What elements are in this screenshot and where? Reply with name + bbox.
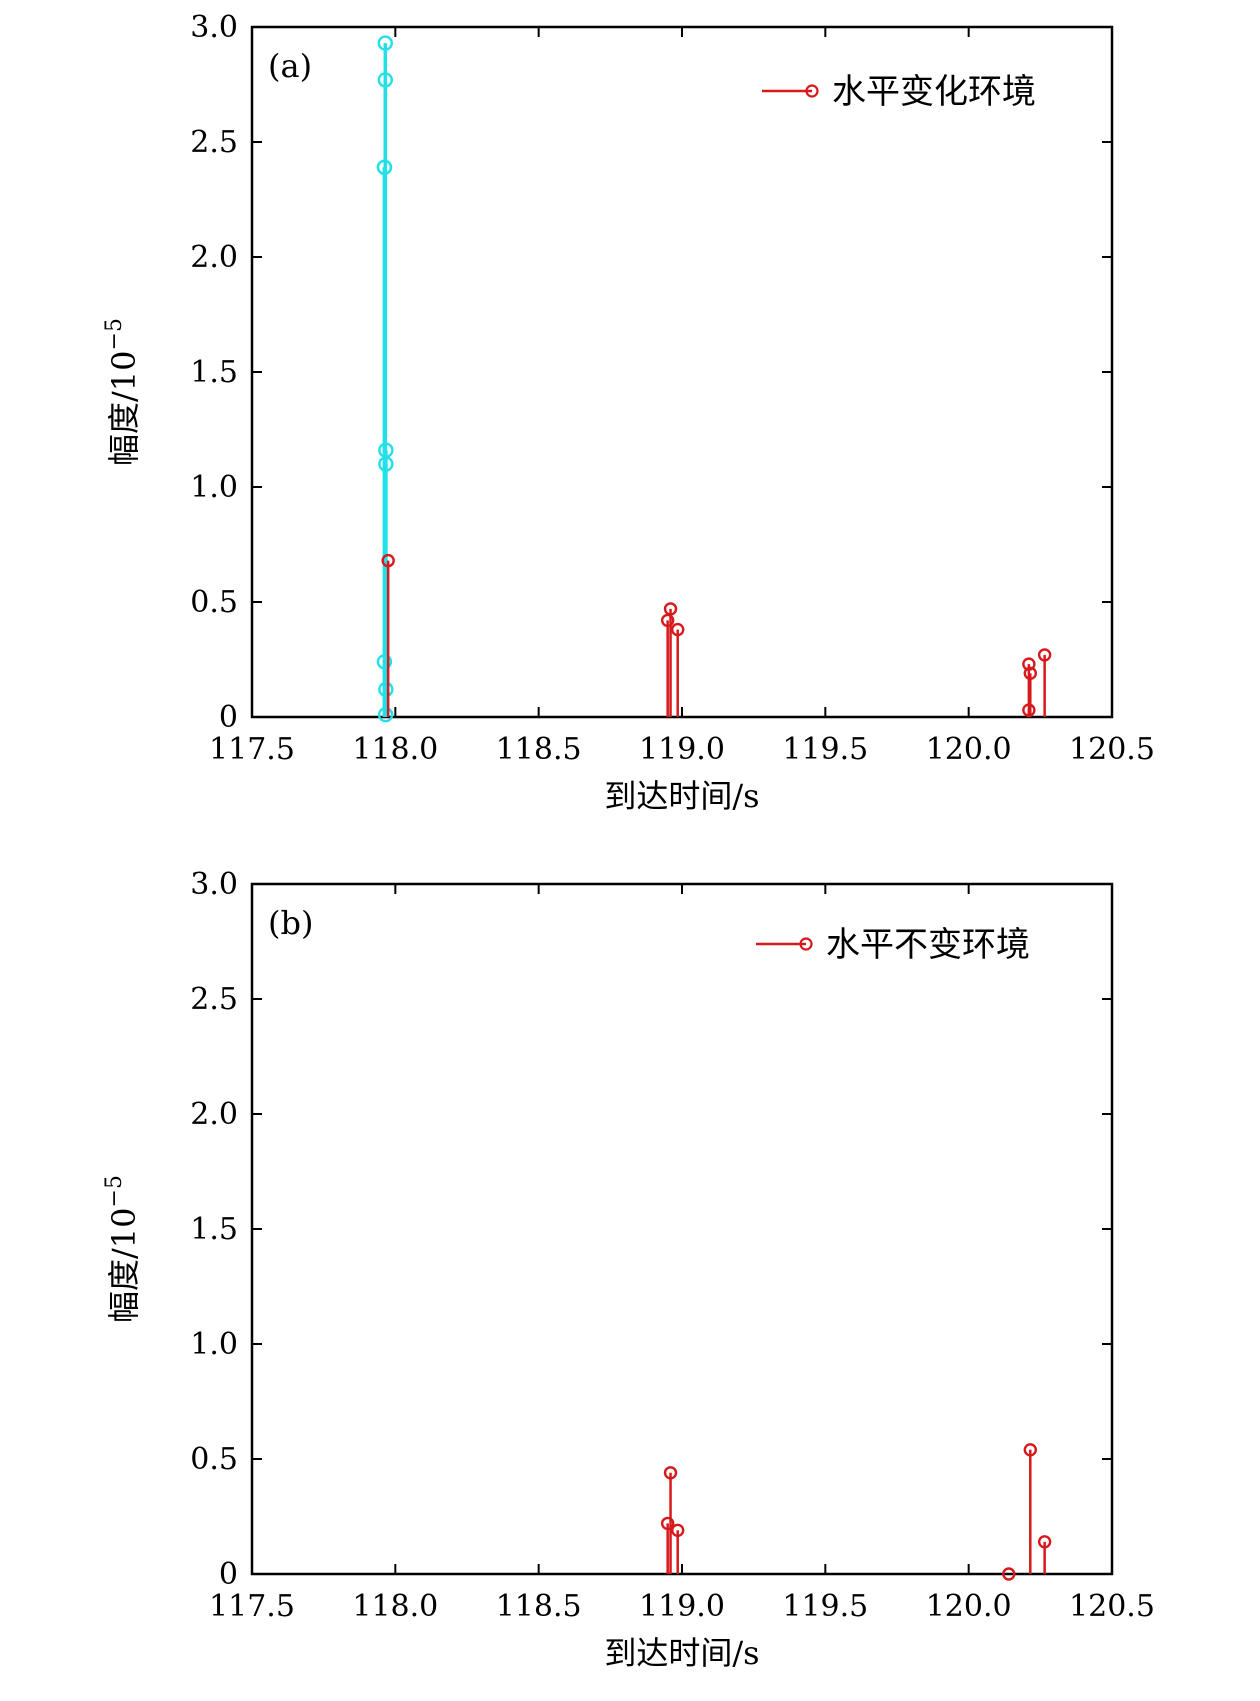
panel-label: (a) <box>268 47 312 85</box>
x-tick-label: 117.5 <box>209 732 295 767</box>
x-tick-label: 120.0 <box>926 732 1012 767</box>
stem-marker <box>376 159 393 176</box>
stem-marker <box>377 35 393 51</box>
stem-marker <box>1023 1443 1038 1457</box>
stem-marker <box>663 602 678 616</box>
stem-marker <box>377 707 394 723</box>
y-tick-label: 0 <box>219 1557 238 1592</box>
y-tick-label: 2.0 <box>190 240 238 275</box>
legend-entry: 水平不变环境 <box>826 925 1030 965</box>
y-tick-label: 3.0 <box>190 867 238 902</box>
y-axis-label: 幅度/10−5 <box>102 1175 143 1323</box>
stem-marker <box>1037 1535 1052 1549</box>
x-tick-label: 119.5 <box>782 1589 868 1624</box>
x-tick-label: 120.0 <box>926 1589 1012 1624</box>
chart-panel-a: 117.5 118.0 118.5 119.0 119.5 120.0 120.5 0 0.5 1… <box>102 10 1155 815</box>
legend-entry: 水平变化环境 <box>832 72 1036 112</box>
plot-frame <box>250 25 1114 719</box>
stem-marker <box>671 1523 685 1538</box>
axis-ticks: 117.5 118.0 118.5 119.0 119.5 120.0 120.5 0 0.5 1… <box>190 867 1155 1624</box>
data-marks <box>660 1443 1052 1581</box>
panel-label: (b) <box>268 904 313 942</box>
stem-marker <box>663 1466 678 1480</box>
data-marks <box>376 35 1052 723</box>
x-tick-label: 118.5 <box>496 732 582 767</box>
legend: 水平不变环境 <box>756 925 1030 965</box>
x-axis-label: 到达时间/s <box>604 1634 759 1672</box>
x-tick-label: 120.5 <box>1069 732 1155 767</box>
legend-marker <box>805 84 819 98</box>
y-tick-label: 3.0 <box>190 10 238 45</box>
stem-marker <box>378 456 394 472</box>
legend-marker <box>799 937 813 951</box>
y-tick-label: 1.5 <box>190 355 238 390</box>
y-tick-label: 1.0 <box>190 1327 238 1362</box>
x-tick-label: 119.0 <box>639 1589 725 1624</box>
stem-marker <box>381 553 395 568</box>
y-tick-label: 0 <box>219 700 238 735</box>
y-axis-label: 幅度/10−5 <box>102 318 143 466</box>
y-tick-label: 0.5 <box>190 1442 238 1477</box>
chart-panel-b: 117.5 118.0 118.5 119.0 119.5 120.0 120.5 0 0.5 1… <box>102 867 1155 1672</box>
legend: 水平变化环境 <box>762 72 1036 112</box>
stem-marker <box>1037 648 1052 662</box>
x-tick-label: 119.0 <box>639 732 725 767</box>
y-tick-label: 0.5 <box>190 585 238 620</box>
stem-marker <box>1022 703 1036 717</box>
y-axis-label-exponent: −5 <box>102 318 127 350</box>
x-tick-label: 119.5 <box>782 732 868 767</box>
x-tick-label: 120.5 <box>1069 1589 1155 1624</box>
y-axis-label-text: 幅度/10 <box>105 1207 143 1323</box>
x-tick-label: 118.0 <box>352 1589 438 1624</box>
y-tick-label: 1.0 <box>190 470 238 505</box>
stem-marker <box>378 681 394 698</box>
x-tick-label: 118.5 <box>496 1589 582 1624</box>
y-axis-label-text: 幅度/10 <box>105 350 143 466</box>
stem-marker <box>671 622 685 637</box>
y-tick-label: 2.0 <box>190 1097 238 1132</box>
stem-marker <box>376 654 393 670</box>
stem-marker <box>377 72 393 88</box>
y-tick-label: 2.5 <box>190 125 238 160</box>
y-tick-label: 2.5 <box>190 982 238 1017</box>
axis-ticks: 117.5 118.0 118.5 119.0 119.5 120.0 120.5 0 0.5 1… <box>190 10 1155 767</box>
stem-marker <box>1002 1567 1016 1581</box>
stem-marker <box>1022 657 1036 671</box>
x-axis-label: 到达时间/s <box>604 777 759 815</box>
plot-frame <box>250 882 1114 1576</box>
x-tick-label: 117.5 <box>209 1589 295 1624</box>
y-axis-label-exponent: −5 <box>102 1175 127 1207</box>
y-tick-label: 1.5 <box>190 1212 238 1247</box>
stem-marker <box>660 1516 675 1531</box>
x-tick-label: 118.0 <box>352 732 438 767</box>
stem-marker <box>1023 666 1038 680</box>
